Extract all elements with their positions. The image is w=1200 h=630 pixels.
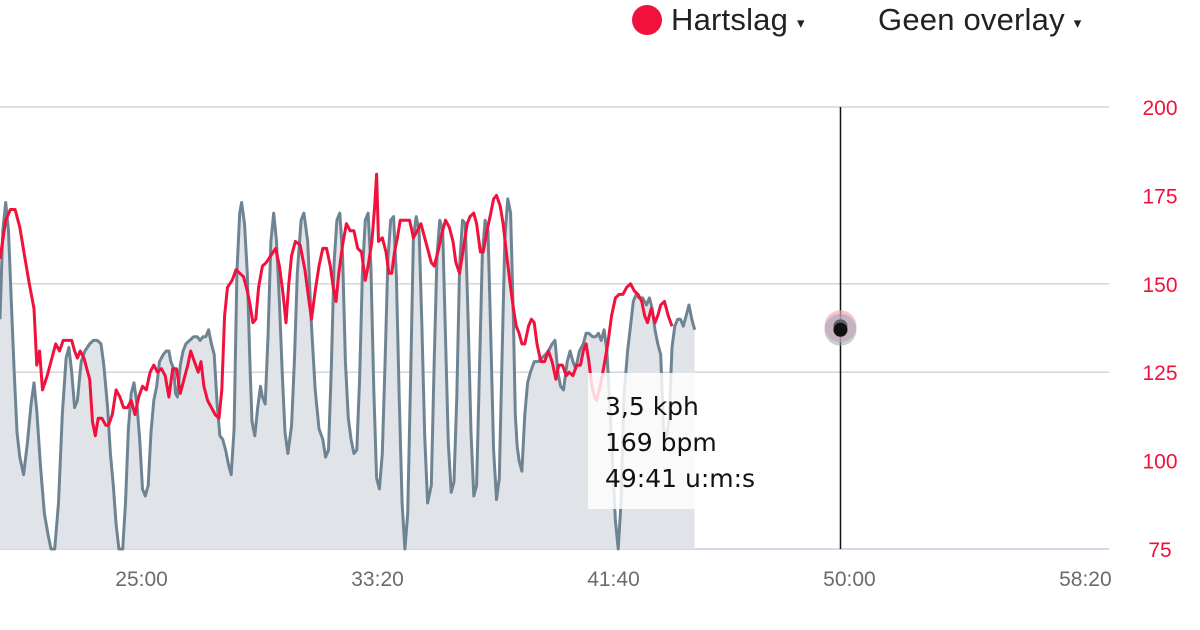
hover-tooltip: 3,5 kph 169 bpm 49:41 u:m:s xyxy=(588,373,794,509)
x-tick-label: 41:40 xyxy=(587,568,640,591)
speed-area-fill xyxy=(0,198,695,549)
cursor-layer xyxy=(824,107,857,549)
x-tick-label: 33:20 xyxy=(351,568,404,591)
y-tick-label: 175 xyxy=(1142,185,1177,208)
y-tick-label: 125 xyxy=(1142,362,1177,385)
y-tick-label: 200 xyxy=(1142,97,1177,120)
x-tick-label: 25:00 xyxy=(115,568,168,591)
overlay-dropdown-label: Geen overlay xyxy=(878,2,1065,37)
x-tick-label: 50:00 xyxy=(823,568,876,591)
metric-dropdown-label: Hartslag xyxy=(671,2,789,37)
speed-marker xyxy=(833,322,848,337)
chart-controls: Hartslag ▾ Geen overlay ▾ xyxy=(0,0,1200,48)
caret-down-icon: ▾ xyxy=(797,15,805,32)
metric-dropdown[interactable]: Hartslag ▾ xyxy=(632,2,805,38)
y-tick-label: 150 xyxy=(1142,274,1177,297)
overlay-dropdown[interactable]: Geen overlay ▾ xyxy=(878,2,1082,38)
heart-rate-series-line xyxy=(0,172,674,438)
speed-series-line xyxy=(0,197,697,551)
tooltip-speed: 3,5 kph xyxy=(605,392,699,421)
y-tick-label: 75 xyxy=(1148,539,1171,562)
x-tick-label: 58:20 xyxy=(1059,568,1112,591)
x-tick-labels: 25:00 33:20 41:40 50:00 58:20 xyxy=(115,568,1111,591)
heart-rate-dot-icon xyxy=(632,5,662,35)
speed-area-layer xyxy=(0,197,697,551)
tooltip-time: 49:41 u:m:s xyxy=(605,464,756,493)
heart-rate-line-layer xyxy=(0,172,674,438)
tooltip-heart-rate: 169 bpm xyxy=(605,428,717,457)
y-tick-label: 100 xyxy=(1142,451,1177,474)
y-tick-labels: 75 100 125 150 175 200 xyxy=(1142,97,1177,562)
caret-down-icon: ▾ xyxy=(1073,15,1082,32)
